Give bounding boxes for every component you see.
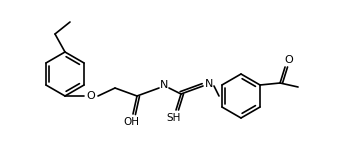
Text: O: O — [87, 91, 95, 101]
Text: N: N — [160, 80, 168, 90]
Text: N: N — [205, 79, 213, 89]
Text: OH: OH — [123, 117, 139, 127]
Text: SH: SH — [167, 113, 181, 123]
Text: O: O — [285, 55, 294, 65]
